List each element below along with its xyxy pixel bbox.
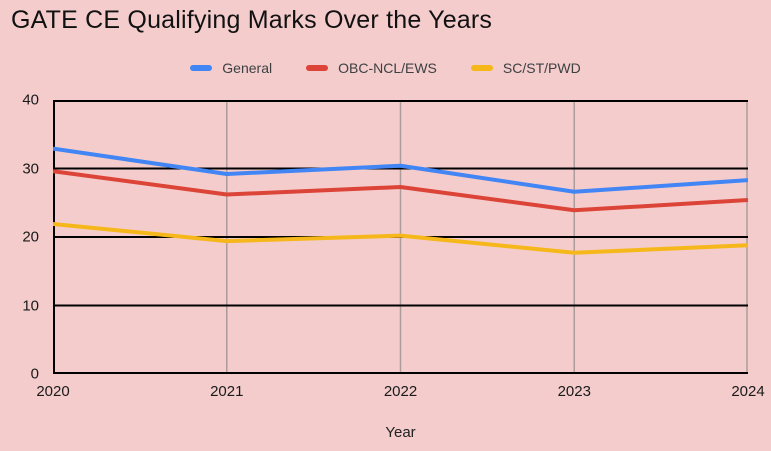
y-tick-30: 30 xyxy=(22,160,39,177)
plot-svg xyxy=(53,100,748,374)
series-line-sc-st-pwd xyxy=(53,221,748,255)
legend-swatch-general-icon xyxy=(190,65,213,71)
legend-label-general: General xyxy=(222,60,273,76)
plot-area xyxy=(53,100,748,374)
chart-title: GATE CE Qualifying Marks Over the Years xyxy=(11,6,493,34)
series-line-general xyxy=(53,146,748,194)
x-tick-2022: 2022 xyxy=(383,383,418,400)
legend-swatch-sc-st-pwd-icon xyxy=(470,65,493,71)
x-tick-2024: 2024 xyxy=(731,383,765,400)
y-tick-0: 0 xyxy=(30,365,39,383)
x-tick-2023: 2023 xyxy=(557,383,591,400)
x-tick-2020: 2020 xyxy=(36,383,70,400)
legend-label-sc-st-pwd: SC/ST/PWD xyxy=(502,60,581,76)
y-tick-40: 40 xyxy=(22,91,39,109)
legend-item-obc-ncl-ews: OBC-NCL/EWS xyxy=(306,60,437,76)
x-tick-2021: 2021 xyxy=(210,383,244,400)
x-axis: 2020 2021 2022 2023 2024 xyxy=(36,383,764,403)
series-line-obc-ncl-ews xyxy=(53,169,748,213)
x-axis-title: Year xyxy=(385,424,416,441)
legend-label-obc-ncl-ews: OBC-NCL/EWS xyxy=(338,60,437,76)
legend-item-general: General xyxy=(190,60,272,76)
y-axis: 40 30 20 10 0 xyxy=(0,92,46,383)
legend-swatch-obc-ncl-ews-icon xyxy=(306,65,329,71)
legend-item-sc-st-pwd: SC/ST/PWD xyxy=(470,60,581,76)
y-tick-20: 20 xyxy=(22,228,39,246)
y-tick-10: 10 xyxy=(22,297,39,314)
chart-legend: General OBC-NCL/EWS SC/ST/PWD xyxy=(0,57,771,79)
